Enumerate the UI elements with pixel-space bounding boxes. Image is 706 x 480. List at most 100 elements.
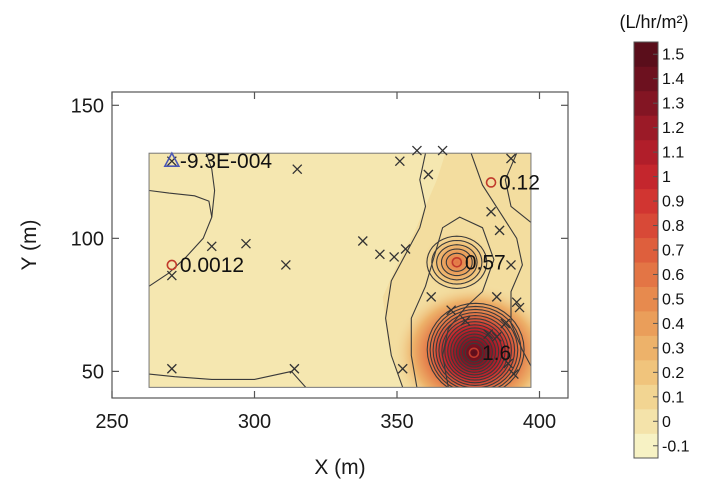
x-tick-label: 400: [523, 411, 556, 433]
west-contour: [149, 189, 213, 218]
hot-contour: [455, 333, 493, 371]
sample-point-marker: [397, 363, 408, 374]
sample-point-marker: [437, 145, 448, 156]
sample-point-marker: [494, 225, 505, 236]
sample-point-marker: [292, 164, 303, 175]
colorbar-label: 0.4: [662, 316, 684, 333]
max-circle-marker: [485, 177, 497, 188]
colorbar-label: 0.7: [662, 243, 684, 260]
sample-point-marker: [486, 206, 497, 217]
sample-point-marker: [400, 244, 411, 254]
sample-point-marker: [166, 270, 177, 281]
axis-tick-labels: 250 300 350 400 50 100 150: [71, 95, 557, 433]
colorbar-title: (L/hr/m²): [620, 12, 689, 32]
hot-contour: [458, 336, 490, 368]
y-tick-label: 100: [71, 228, 104, 250]
colorbar: -0.1 0 0.1 0.2 0.3 0.4 0.5 0.6 0.7 0.8 0.9 1 1.1 1.2 1…: [633, 41, 690, 459]
colorbar-label: 1.2: [662, 120, 684, 137]
hot-contour: [426, 302, 525, 388]
colorbar-label: 1: [662, 169, 671, 186]
sample-point-marker: [500, 318, 511, 329]
colorbar-label: 0.6: [662, 267, 684, 284]
peak-label: 0.0012: [180, 254, 244, 277]
west-contour: [149, 370, 307, 388]
axis-ticks: [111, 92, 568, 398]
sample-point-marker: [426, 291, 437, 302]
sample-point-marker: [411, 145, 422, 156]
y-tick-label: 150: [71, 95, 104, 117]
peak-label: -9.3E-004: [180, 150, 273, 173]
hot-contour: [441, 318, 509, 384]
east-contour: [385, 153, 427, 388]
sample-point-marker: [394, 156, 405, 167]
x-axis-title: X (m): [314, 456, 365, 479]
sample-point-marker: [511, 297, 522, 308]
hot-contour: [447, 324, 503, 379]
contour-lines: [149, 153, 531, 388]
domain-border: [148, 152, 532, 388]
hot-contour: [435, 311, 516, 388]
y-tick-label: 50: [82, 361, 104, 383]
east-contour: [470, 153, 531, 367]
sample-point-marker: [514, 302, 525, 313]
sample-point-marker: [240, 238, 251, 249]
sample-point-marker: [506, 259, 516, 270]
hot-contour: [450, 327, 500, 376]
hot-contour: [464, 342, 484, 363]
colorbar-label: 0.2: [662, 365, 684, 382]
mid-contour: [426, 235, 488, 289]
sample-point-marker: [508, 369, 519, 380]
sample-point-marker: [423, 169, 434, 180]
sample-point-marker: [357, 236, 368, 246]
min-triangle-marker: [163, 151, 181, 167]
y-axis-title: Y (m): [18, 220, 41, 271]
sample-points: [166, 145, 525, 380]
mid-contour: [431, 239, 483, 285]
sample-point-marker: [491, 331, 502, 342]
peak-annotations: 1.6 0.57 0.0012 0.12 -9.3E-004: [163, 150, 540, 365]
max-circle-marker: [166, 259, 178, 271]
colorbar-label: -0.1: [662, 438, 690, 455]
hot-contour: [453, 330, 497, 373]
max-circle-marker: [468, 347, 480, 359]
x-tick-label: 300: [238, 411, 271, 433]
hot-contour: [432, 308, 519, 388]
colorbar-label: 0.9: [662, 194, 684, 211]
colorbar-label: 1.3: [662, 96, 684, 113]
mid-contour: [436, 244, 478, 281]
x-tick-label: 350: [380, 411, 413, 433]
peak-label: 0.12: [499, 171, 540, 194]
colorbar-label: 1.4: [662, 71, 684, 88]
mid-contour: [440, 248, 473, 277]
hot-contour: [461, 339, 487, 365]
peak-label: 1.6: [482, 342, 511, 365]
sample-point-marker: [289, 363, 300, 374]
east-contour: [410, 216, 495, 388]
colorbar-label: 0.5: [662, 291, 684, 308]
sample-point-marker: [374, 249, 385, 260]
colorbar-label: 0: [662, 414, 671, 431]
hot-contour: [438, 315, 512, 386]
sample-point-marker: [460, 315, 471, 326]
peak-label: 0.57: [465, 251, 506, 274]
hot-contour: [444, 321, 506, 381]
sample-point-marker: [389, 252, 400, 262]
sample-point-marker: [491, 291, 502, 302]
colorbar-label: 0.1: [662, 389, 684, 406]
sample-point-marker: [506, 153, 516, 164]
sample-point-marker: [483, 329, 494, 340]
colorbar-label: 1.5: [662, 47, 684, 64]
colorbar-label: 1.1: [662, 145, 684, 162]
max-circle-marker: [451, 256, 463, 268]
plot-frame: [111, 91, 569, 399]
east-contour: [504, 153, 531, 223]
sample-point-marker: [166, 363, 177, 374]
sample-point-marker: [503, 358, 514, 369]
colorbar-label: 0.8: [662, 218, 684, 235]
contour-fill: [149, 153, 531, 388]
sample-point-marker: [446, 305, 457, 316]
sample-point-marker: [206, 241, 217, 252]
x-tick-label: 250: [95, 411, 128, 433]
colorbar-label: 0.3: [662, 340, 684, 357]
